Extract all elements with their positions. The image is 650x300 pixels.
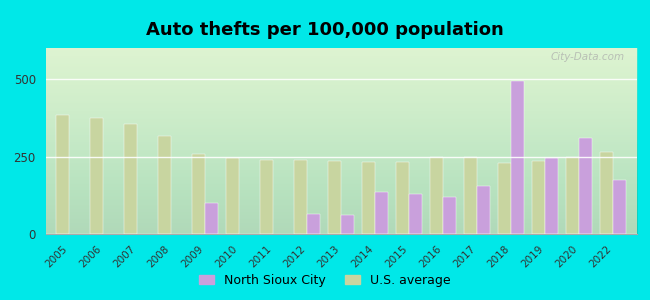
Bar bbox=[294, 160, 307, 234]
Text: Auto thefts per 100,000 population: Auto thefts per 100,000 population bbox=[146, 21, 504, 39]
Bar bbox=[159, 136, 172, 234]
Bar bbox=[511, 82, 524, 234]
Bar bbox=[430, 157, 443, 234]
Bar bbox=[328, 161, 341, 234]
Bar bbox=[410, 194, 422, 234]
Bar bbox=[307, 214, 320, 234]
Bar bbox=[90, 118, 103, 234]
Bar bbox=[601, 152, 613, 234]
Bar bbox=[261, 160, 273, 234]
Legend: North Sioux City, U.S. average: North Sioux City, U.S. average bbox=[196, 270, 454, 291]
Bar bbox=[192, 154, 205, 234]
Bar bbox=[579, 138, 592, 234]
Bar bbox=[613, 180, 626, 234]
Bar bbox=[443, 197, 456, 234]
Bar bbox=[362, 162, 375, 234]
Bar bbox=[545, 158, 558, 234]
Bar bbox=[57, 115, 70, 234]
Text: City-Data.com: City-Data.com bbox=[551, 52, 625, 62]
Bar bbox=[532, 161, 545, 234]
Bar bbox=[226, 158, 239, 234]
Bar bbox=[566, 157, 579, 234]
Bar bbox=[464, 157, 477, 234]
Bar bbox=[375, 192, 388, 234]
Bar bbox=[341, 215, 354, 234]
Bar bbox=[477, 186, 490, 234]
Bar bbox=[396, 162, 410, 234]
Bar bbox=[205, 203, 218, 234]
Bar bbox=[124, 124, 137, 234]
Bar bbox=[499, 163, 511, 234]
